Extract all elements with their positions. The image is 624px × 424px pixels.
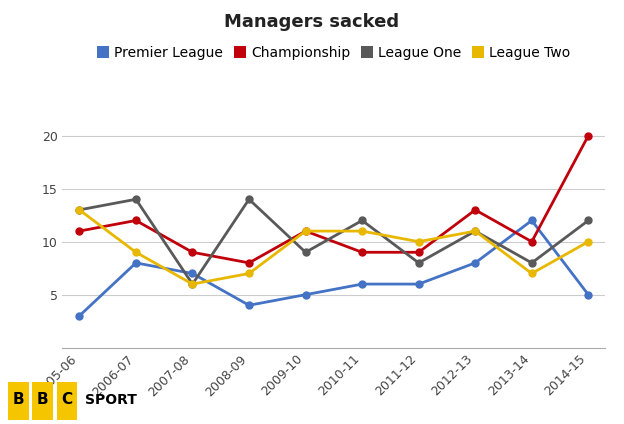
Line: Championship: Championship: [76, 132, 592, 266]
Bar: [32, 382, 53, 420]
Line: Premier League: Premier League: [76, 217, 592, 319]
Premier League: [76, 313, 83, 318]
Championship: [245, 260, 253, 265]
Championship: [302, 229, 310, 234]
Premier League: [302, 292, 310, 297]
League Two: [358, 229, 366, 234]
League One: [132, 197, 140, 202]
League Two: [188, 282, 196, 287]
Premier League: [528, 218, 535, 223]
Championship: [415, 250, 422, 255]
League One: [245, 197, 253, 202]
Championship: [472, 207, 479, 212]
League One: [528, 260, 535, 265]
Legend: Premier League, Championship, League One, League Two: Premier League, Championship, League One…: [92, 40, 576, 66]
League One: [188, 282, 196, 287]
League One: [302, 250, 310, 255]
League Two: [76, 207, 83, 212]
League Two: [245, 271, 253, 276]
Premier League: [188, 271, 196, 276]
Text: Managers sacked: Managers sacked: [225, 13, 399, 31]
Championship: [188, 250, 196, 255]
Bar: [8, 382, 29, 420]
Championship: [132, 218, 140, 223]
Premier League: [245, 303, 253, 308]
Text: B: B: [37, 392, 49, 407]
Bar: [57, 382, 77, 420]
League One: [472, 229, 479, 234]
Text: SPORT: SPORT: [85, 393, 137, 407]
Championship: [76, 229, 83, 234]
League One: [415, 260, 422, 265]
League Two: [585, 239, 592, 244]
League One: [76, 207, 83, 212]
Championship: [358, 250, 366, 255]
Premier League: [358, 282, 366, 287]
Text: C: C: [62, 392, 72, 407]
League One: [358, 218, 366, 223]
Premier League: [585, 292, 592, 297]
League Two: [528, 271, 535, 276]
Championship: [528, 239, 535, 244]
League Two: [132, 250, 140, 255]
Premier League: [472, 260, 479, 265]
League Two: [415, 239, 422, 244]
Text: B: B: [12, 392, 24, 407]
Line: League Two: League Two: [76, 206, 592, 287]
Championship: [585, 133, 592, 138]
League Two: [472, 229, 479, 234]
Line: League One: League One: [76, 196, 592, 287]
League One: [585, 218, 592, 223]
Premier League: [415, 282, 422, 287]
League Two: [302, 229, 310, 234]
Premier League: [132, 260, 140, 265]
